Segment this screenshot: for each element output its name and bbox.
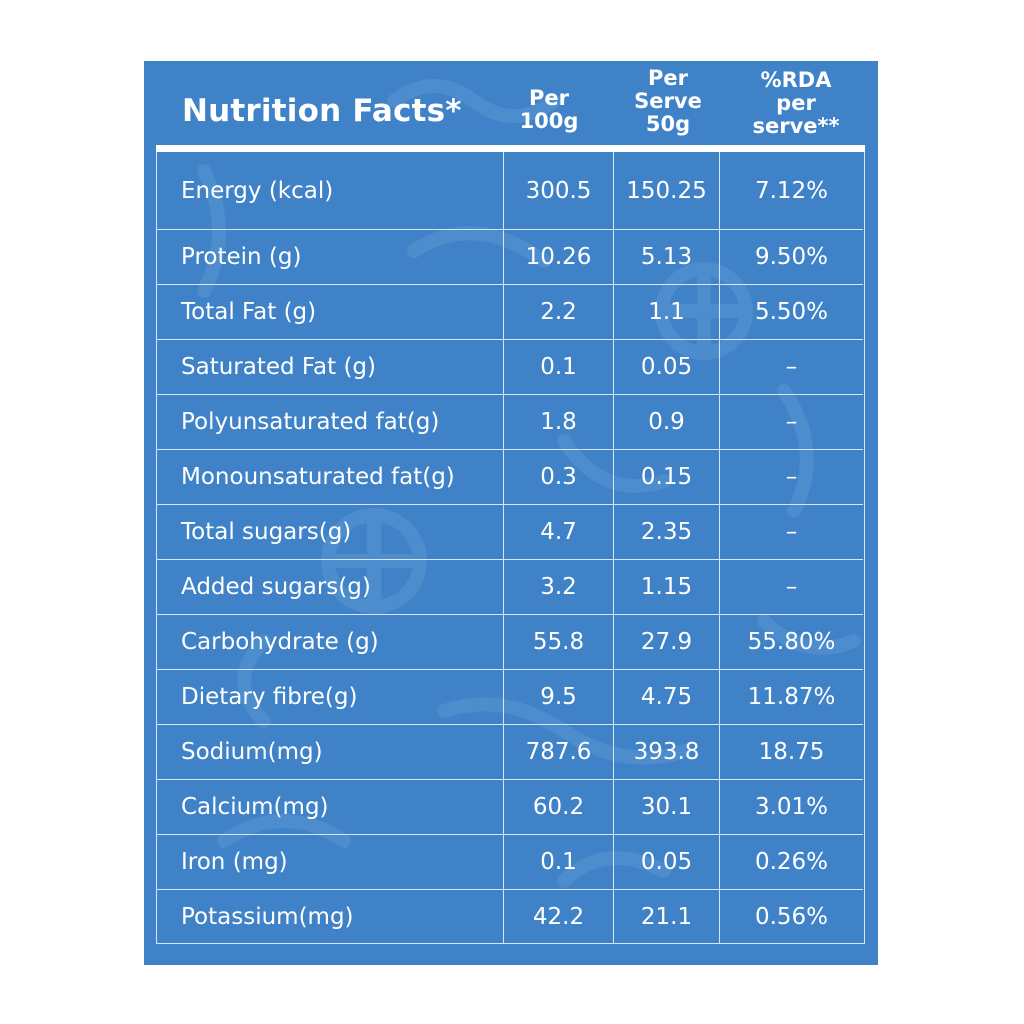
table-header: Nutrition Facts* Per 100g Per Serve 50g …: [144, 61, 878, 145]
nutrient-name: Carbohydrate (g): [181, 629, 379, 655]
table-row: Total sugars(g) 4.7 2.35–: [157, 504, 863, 559]
table-row: Potassium(mg) 42.2 21.1 0.56%: [157, 889, 863, 944]
nutrient-name: Saturated Fat (g): [181, 354, 377, 380]
value-per-serve: 5.13: [613, 230, 719, 284]
value-per-serve: 0.15: [613, 450, 719, 504]
value-per-serve: 2.35: [613, 505, 719, 559]
nutrition-panel: Nutrition Facts* Per 100g Per Serve 50g …: [144, 61, 878, 965]
table-row: Added sugars(g) 3.2 1.15–: [157, 559, 863, 614]
value-per-100g: 55.8: [503, 615, 613, 669]
value-per-serve: 4.75: [613, 670, 719, 724]
nutrient-name: Total Fat (g): [181, 299, 317, 325]
table-row: Calcium(mg) 60.2 30.1 3.01%: [157, 779, 863, 834]
value-rda: 3.01%: [719, 780, 863, 834]
value-rda: 55.80%: [719, 615, 863, 669]
value-per-serve: 21.1: [613, 890, 719, 944]
value-per-serve: 1.1: [613, 285, 719, 339]
nutrient-name: Energy (kcal): [181, 177, 334, 204]
value-per-serve: 393.8: [613, 725, 719, 779]
value-per-100g: 300.5: [503, 152, 613, 229]
value-per-100g: 42.2: [503, 890, 613, 944]
value-per-100g: 3.2: [503, 560, 613, 614]
value-per-100g: 60.2: [503, 780, 613, 834]
table-row: Sodium(mg) 787.6 393.8 18.75: [157, 724, 863, 779]
value-per-100g: 10.26: [503, 230, 613, 284]
value-rda: 11.87%: [719, 670, 863, 724]
value-per-100g: 1.8: [503, 395, 613, 449]
value-per-100g: 787.6: [503, 725, 613, 779]
value-rda: –: [719, 560, 863, 614]
value-rda: –: [719, 450, 863, 504]
table-row: Energy (kcal) 300.5 150.25 7.12%: [157, 152, 863, 229]
value-per-100g: 9.5: [503, 670, 613, 724]
column-header-rda: %RDA per serve**: [752, 68, 840, 138]
value-per-100g: 0.1: [503, 340, 613, 394]
table-row: Saturated Fat (g) 0.1 0.05–: [157, 339, 863, 394]
column-header-per-serve: Per Serve 50g: [634, 66, 702, 136]
column-header-per-100g: Per 100g: [519, 86, 579, 133]
page-title: Nutrition Facts*: [182, 93, 462, 129]
header-rule: [156, 145, 865, 152]
value-rda: 5.50%: [719, 285, 863, 339]
nutrient-name: Calcium(mg): [181, 794, 329, 820]
table-row: Carbohydrate (g) 55.8 27.9 55.80%: [157, 614, 863, 669]
table-row: Dietary fibre(g) 9.5 4.75 11.87%: [157, 669, 863, 724]
value-per-100g: 0.3: [503, 450, 613, 504]
nutrient-name: Potassium(mg): [181, 904, 354, 930]
nutrient-name: Added sugars(g): [181, 574, 371, 600]
value-per-serve: 0.05: [613, 835, 719, 889]
nutrient-name: Dietary fibre(g): [181, 684, 358, 710]
table-row: Iron (mg) 0.1 0.05 0.26%: [157, 834, 863, 889]
value-per-serve: 30.1: [613, 780, 719, 834]
value-rda: 7.12%: [719, 152, 863, 229]
table-row: Total Fat (g) 2.2 1.1 5.50%: [157, 284, 863, 339]
value-rda: 18.75: [719, 725, 863, 779]
table-row: Polyunsaturated fat(g) 1.8 0.9–: [157, 394, 863, 449]
value-rda: 9.50%: [719, 230, 863, 284]
nutrient-name: Protein (g): [181, 244, 302, 270]
value-rda: –: [719, 395, 863, 449]
value-per-100g: 0.1: [503, 835, 613, 889]
value-per-serve: 27.9: [613, 615, 719, 669]
nutrient-name: Iron (mg): [181, 849, 288, 875]
nutrient-name: Monounsaturated fat(g): [181, 464, 455, 490]
table-row: Monounsaturated fat(g) 0.3 0.15–: [157, 449, 863, 504]
value-per-serve: 1.15: [613, 560, 719, 614]
nutrient-name: Sodium(mg): [181, 739, 323, 765]
value-per-serve: 0.9: [613, 395, 719, 449]
value-per-100g: 4.7: [503, 505, 613, 559]
value-per-serve: 150.25: [613, 152, 719, 229]
value-per-100g: 2.2: [503, 285, 613, 339]
value-rda: 0.56%: [719, 890, 863, 944]
nutrient-name: Total sugars(g): [181, 519, 352, 545]
nutrient-name: Polyunsaturated fat(g): [181, 409, 440, 435]
value-rda: –: [719, 340, 863, 394]
value-rda: –: [719, 505, 863, 559]
value-per-serve: 0.05: [613, 340, 719, 394]
value-rda: 0.26%: [719, 835, 863, 889]
table-row: Protein (g) 10.26 5.13 9.50%: [157, 229, 863, 284]
nutrition-table: Energy (kcal) 300.5 150.25 7.12% Protein (g)…: [156, 152, 865, 944]
